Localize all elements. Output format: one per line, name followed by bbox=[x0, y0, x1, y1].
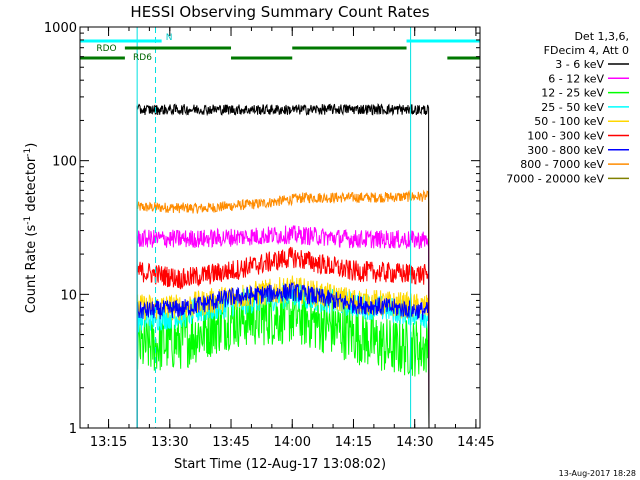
y-tick-label: 1000 bbox=[44, 21, 77, 36]
legend-label: 6 - 12 keV bbox=[548, 72, 604, 85]
event-label-2: RD6 bbox=[133, 53, 152, 63]
y-axis-label: Count Rate (s-1 detector-1) bbox=[23, 143, 39, 314]
y-tick-label: 1 bbox=[69, 422, 77, 437]
y-tick-label: 10 bbox=[60, 288, 77, 303]
legend-label: 7000 - 20000 keV bbox=[506, 172, 604, 185]
series-line-6 bbox=[136, 281, 430, 429]
legend-label: 3 - 6 keV bbox=[555, 58, 604, 71]
legend-label: 50 - 100 keV bbox=[534, 115, 604, 128]
x-tick-label: 13:30 bbox=[151, 435, 188, 450]
series-line-0 bbox=[136, 103, 430, 429]
chart-title: HESSI Observing Summary Count Rates bbox=[130, 3, 429, 21]
series-line-2 bbox=[136, 286, 430, 429]
event-label-1: RDO bbox=[96, 44, 116, 54]
legend-header-line: Det 1,3,6, bbox=[574, 30, 629, 43]
x-tick-label: 13:15 bbox=[90, 435, 127, 450]
legend-label: 25 - 50 keV bbox=[541, 101, 604, 114]
x-tick-label: 14:15 bbox=[335, 435, 372, 450]
x-tick-label: 14:30 bbox=[396, 435, 433, 450]
series-line-7 bbox=[136, 189, 430, 429]
legend-label: 300 - 800 keV bbox=[527, 144, 604, 157]
legend-header-line: FDecim 4, Att 0 bbox=[544, 44, 629, 57]
x-tick-label: 14:45 bbox=[457, 435, 494, 450]
legend-label: 100 - 300 keV bbox=[527, 130, 604, 143]
x-axis-label: Start Time (12-Aug-17 13:08:02) bbox=[174, 457, 386, 472]
legend-label: 800 - 7000 keV bbox=[520, 158, 604, 171]
series-line-5 bbox=[136, 246, 430, 429]
plot-frame bbox=[79, 26, 481, 429]
series-line-1 bbox=[136, 225, 430, 429]
event-label-0: N bbox=[166, 33, 173, 43]
timestamp: 13-Aug-2017 18:28 bbox=[559, 469, 636, 478]
y-tick-label: 100 bbox=[52, 155, 77, 170]
x-tick-label: 13:45 bbox=[212, 435, 249, 450]
plot-area: N RDO RD6 bbox=[80, 27, 481, 429]
legend-label: 12 - 25 keV bbox=[541, 87, 604, 100]
x-tick-label: 14:00 bbox=[274, 435, 311, 450]
axes: 1 10 100 1000 13:15 13:30 13:45 14:00 14:15 14:30… bbox=[44, 21, 495, 450]
